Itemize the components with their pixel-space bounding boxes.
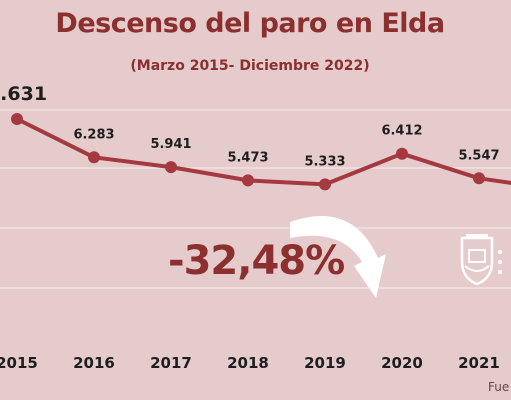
x-tick-label: 2017 (150, 354, 192, 372)
data-point (242, 174, 254, 187)
data-label: 5.473 (227, 150, 268, 165)
x-tick-label: 2015 (0, 354, 38, 372)
source-text: Fue (488, 380, 510, 394)
series-line (16, 117, 511, 187)
data-label: 7.631 (0, 83, 47, 105)
x-tick-label: 2018 (227, 354, 269, 372)
data-point (396, 147, 408, 160)
data-label: 6.412 (381, 124, 422, 139)
x-tick-label: 2021 (458, 354, 500, 372)
data-point (11, 113, 23, 125)
city-coat-of-arms-icon (460, 234, 502, 286)
data-label: 5.547 (458, 148, 499, 163)
x-tick-label: 2019 (304, 354, 346, 372)
chart-subtitle: (Marzo 2015- Diciembre 2022) (130, 58, 370, 74)
percent-change-label: -32,48% (168, 238, 345, 284)
curved-down-arrow-icon (290, 215, 386, 298)
data-point (88, 151, 100, 164)
data-point (473, 172, 485, 185)
chart-title: Descenso del paro en Elda (55, 8, 445, 39)
data-point (165, 161, 177, 174)
x-tick-label: 2016 (73, 354, 115, 372)
x-tick-label: 2020 (381, 354, 423, 372)
data-label: 5.941 (150, 137, 191, 152)
data-point (319, 178, 331, 191)
data-label: 6.283 (73, 127, 114, 142)
data-label: 5.333 (304, 154, 345, 169)
